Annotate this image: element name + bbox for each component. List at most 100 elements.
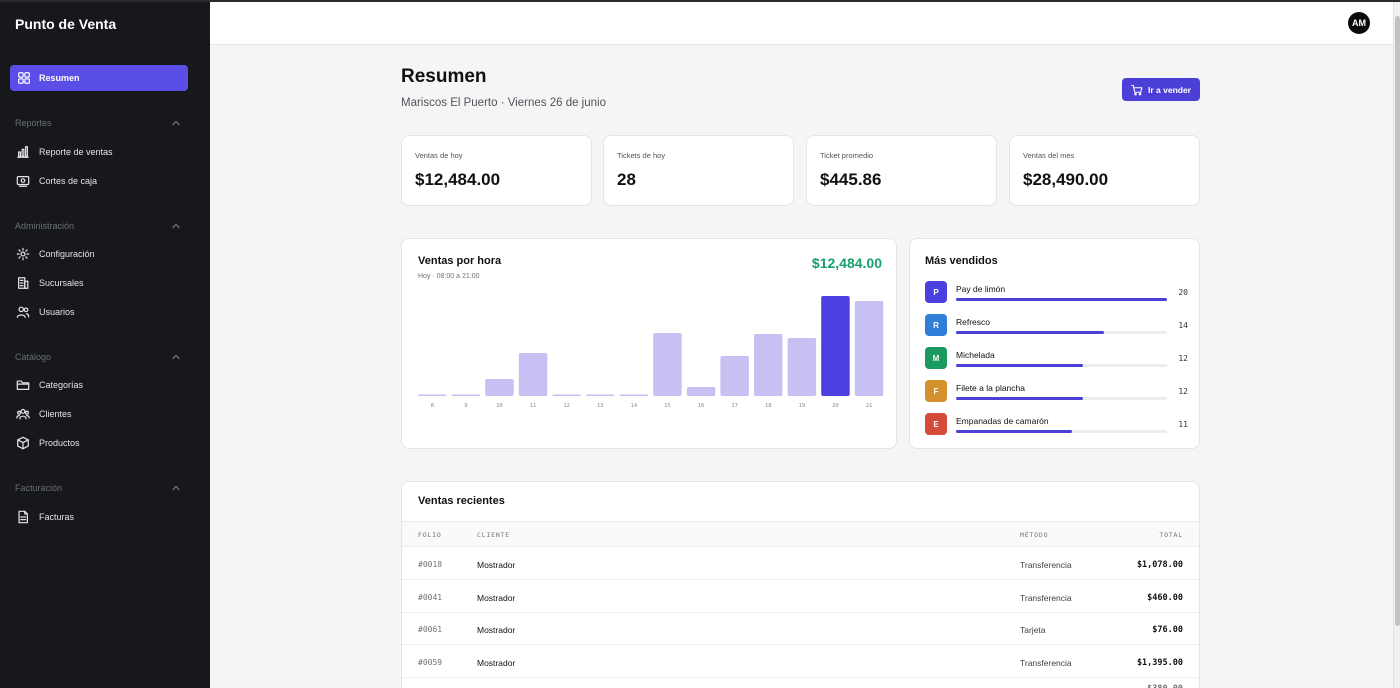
stat-value: $12,484.00 xyxy=(415,170,501,189)
x-tick-label: 17 xyxy=(731,403,738,409)
bar-16[interactable] xyxy=(686,387,716,396)
bar-21[interactable] xyxy=(854,301,884,396)
top-seller-item[interactable]: M Michelada 12 xyxy=(925,347,1188,371)
page-title: Resumen xyxy=(401,66,487,87)
stat-label: Ventas del mes xyxy=(1023,151,1075,160)
users-icon xyxy=(16,306,30,318)
x-tick-label: 21 xyxy=(866,403,873,409)
bar-20[interactable] xyxy=(821,296,850,396)
table-row[interactable]: #0061 Mostrador Tarjeta $76.00 xyxy=(402,613,1199,645)
stat-label: Ventas de hoy xyxy=(415,151,463,160)
sidebar-item-usuarios[interactable]: Usuarios xyxy=(16,303,186,321)
chevron-up-icon xyxy=(172,223,180,229)
table-row[interactable]: #0018 Mostrador Transferencia $1,078.00 xyxy=(402,548,1199,580)
cash-register-icon xyxy=(16,176,30,187)
cell-metodo: Transferencia xyxy=(1020,592,1072,603)
table-row-partial[interactable]: $380.00 xyxy=(402,676,1199,688)
sidebar: Punto de Venta Resumen Reportes Reporte … xyxy=(0,2,210,688)
section-header-catalogo[interactable]: Catálogo xyxy=(15,352,181,362)
stat-value: $28,490.00 xyxy=(1023,170,1109,189)
sales-share-bar xyxy=(956,430,1167,433)
column-header-total[interactable]: TOTAL xyxy=(1159,531,1183,539)
product-name: Empanadas de camarón xyxy=(956,416,1049,426)
chevron-up-icon xyxy=(172,354,180,360)
stat-label: Tickets de hoy xyxy=(617,151,666,160)
recent-sales-card: Ventas recientes FOLIO CLIENTE MÉTODO TO… xyxy=(401,481,1200,688)
product-initial-badge: P xyxy=(925,281,947,303)
sidebar-item-facturas[interactable]: Facturas xyxy=(16,508,186,526)
bar-9[interactable] xyxy=(451,394,481,397)
sales-share-bar xyxy=(956,397,1167,400)
bar-11[interactable] xyxy=(518,353,548,396)
chart-total: $12,484.00 xyxy=(811,255,882,271)
x-tick-label: 10 xyxy=(496,403,503,409)
chart-title: Ventas por hora xyxy=(418,255,502,267)
bar-8[interactable] xyxy=(418,394,447,397)
bar-10[interactable] xyxy=(485,379,514,396)
bar-18[interactable] xyxy=(754,334,783,396)
top-seller-item[interactable]: R Refresco 14 xyxy=(925,314,1188,338)
bar-17[interactable] xyxy=(720,356,749,396)
sidebar-item-cortes-caja[interactable]: Cortes de caja xyxy=(16,172,186,190)
building-icon xyxy=(18,277,29,289)
top-seller-item[interactable]: P Pay de limón 20 xyxy=(925,281,1188,305)
product-initial-badge: F xyxy=(925,380,947,402)
table-row[interactable]: #0059 Mostrador Transferencia $1,395.00 xyxy=(402,646,1199,678)
sales-by-hour-card: Ventas por hora Hoy · 08:00 a 21:00 $12,… xyxy=(401,238,897,449)
sidebar-item-sucursales[interactable]: Sucursales xyxy=(16,274,186,292)
dashboard-grid-icon xyxy=(18,72,30,84)
sales-share-bar xyxy=(956,331,1167,334)
table-row[interactable]: #0041 Mostrador Transferencia $460.00 xyxy=(402,581,1199,613)
sales-share-bar xyxy=(956,364,1167,367)
stat-card-ticket-promedio: Ticket promedio $445.86 xyxy=(806,135,997,206)
sidebar-item-resumen[interactable]: Resumen xyxy=(10,65,188,91)
stat-card-ventas-mes: Ventas del mes $28,490.00 xyxy=(1009,135,1200,206)
bar-19[interactable] xyxy=(787,338,817,396)
stat-value: 28 xyxy=(617,170,636,189)
x-tick-label: 16 xyxy=(698,403,705,409)
cell-cliente: Mostrador xyxy=(477,592,516,603)
shopping-cart-icon xyxy=(1131,84,1143,95)
stat-card-tickets-hoy: Tickets de hoy 28 xyxy=(603,135,794,206)
column-header-folio[interactable]: FOLIO xyxy=(418,531,442,539)
top-sellers-card: Más vendidos P Pay de limón 20 R Refresco 14 M… xyxy=(909,238,1200,449)
gear-icon xyxy=(16,247,30,261)
column-header-cliente[interactable]: CLIENTE xyxy=(477,531,510,539)
section-header-administracion[interactable]: Administración xyxy=(15,221,181,231)
sidebar-item-clientes[interactable]: Clientes xyxy=(16,405,186,423)
user-avatar[interactable]: AM xyxy=(1348,12,1370,34)
page-scrollbar[interactable] xyxy=(1393,2,1400,688)
sales-share-bar xyxy=(956,298,1167,301)
top-bar xyxy=(210,2,1393,45)
top-seller-item[interactable]: E Empanadas de camarón 11 xyxy=(925,413,1188,437)
sidebar-item-reporte-ventas[interactable]: Reporte de ventas xyxy=(16,143,186,161)
cell-cliente: Mostrador xyxy=(477,657,516,668)
sales-share-fill xyxy=(956,397,1083,400)
column-header-metodo[interactable]: MÉTODO xyxy=(1020,531,1049,539)
cell-total-partial: $380.00 xyxy=(1147,684,1183,688)
go-sell-button[interactable]: Ir a vender xyxy=(1122,78,1200,101)
top-seller-item[interactable]: F Filete a la plancha 12 xyxy=(925,380,1188,404)
sidebar-item-productos[interactable]: Productos xyxy=(16,434,186,452)
sidebar-item-categorias[interactable]: Categorías xyxy=(16,376,186,394)
table-header: FOLIO CLIENTE MÉTODO TOTAL xyxy=(402,521,1199,547)
cell-folio: #0061 xyxy=(418,625,443,634)
scrollbar-thumb[interactable] xyxy=(1395,16,1400,626)
cell-total: $460.00 xyxy=(1147,592,1183,603)
sales-share-fill xyxy=(956,430,1073,433)
sidebar-item-configuracion[interactable]: Configuración xyxy=(16,245,186,263)
units-sold-count: 11 xyxy=(1178,420,1188,429)
product-name: Refresco xyxy=(956,317,991,327)
product-initial-badge: R xyxy=(925,314,947,336)
product-initial-badge: M xyxy=(925,347,947,369)
bar-12[interactable] xyxy=(552,394,581,397)
bar-15[interactable] xyxy=(653,333,682,396)
product-name: Michelada xyxy=(956,350,995,360)
folder-icon xyxy=(16,380,30,390)
cell-cliente: Mostrador xyxy=(477,625,516,635)
section-header-facturacion[interactable]: Facturación xyxy=(15,483,181,493)
section-header-reportes[interactable]: Reportes xyxy=(15,118,181,128)
bar-14[interactable] xyxy=(619,394,649,397)
bar-13[interactable] xyxy=(586,394,615,397)
stat-card-ventas-hoy: Ventas de hoy $12,484.00 xyxy=(401,135,592,206)
